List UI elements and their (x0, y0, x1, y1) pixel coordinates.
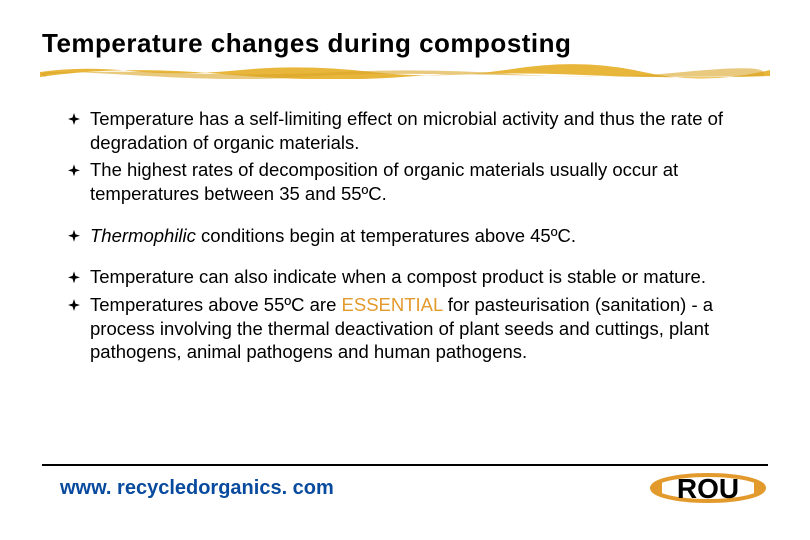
text-run: ESSENTIAL (342, 294, 443, 315)
slide: Temperature changes during composting Te… (0, 0, 810, 540)
rou-logo: ROU (648, 466, 768, 510)
text-run: Thermophilic (90, 225, 196, 246)
list-item: Temperature has a self-limiting effect o… (68, 107, 768, 154)
text-run: conditions begin at temperatures above 4… (196, 225, 576, 246)
text-run: Temperatures above 55ºC are (90, 294, 342, 315)
text-run: The highest rates of decomposition of or… (90, 159, 678, 204)
bullet-list: Temperature has a self-limiting effect o… (42, 107, 768, 364)
svg-text:ROU: ROU (677, 473, 739, 504)
footer-url: www. recycledorganics. com (60, 477, 334, 500)
list-item: The highest rates of decomposition of or… (68, 158, 768, 205)
title-underline (40, 63, 770, 79)
list-item: Temperature can also indicate when a com… (68, 265, 768, 289)
list-item: Thermophilic conditions begin at tempera… (68, 224, 768, 248)
text-run: Temperature has a self-limiting effect o… (90, 108, 723, 153)
footer: www. recycledorganics. com ROU (60, 466, 768, 510)
text-run: Temperature can also indicate when a com… (90, 266, 706, 287)
list-item: Temperatures above 55ºC are ESSENTIAL fo… (68, 293, 768, 364)
slide-title: Temperature changes during composting (42, 28, 768, 59)
